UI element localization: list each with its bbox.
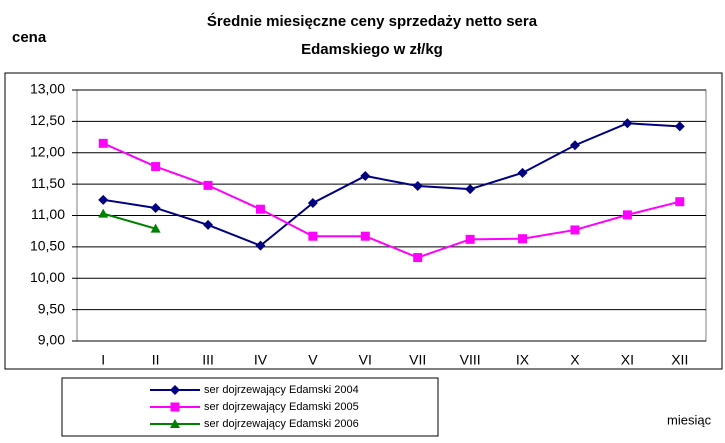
legend-label: ser dojrzewający Edamski 2004	[204, 384, 359, 396]
point	[465, 234, 475, 244]
point	[203, 219, 214, 230]
point	[98, 194, 109, 205]
series-line	[102, 212, 156, 230]
point	[570, 225, 580, 235]
chart-title: Średnie miesięczne ceny sprzedaży netto …	[207, 12, 538, 30]
x-tick-label: VIII	[460, 352, 481, 368]
series-line	[103, 122, 680, 247]
y-axis-label: cena	[12, 29, 47, 46]
y-tick-label: 12,00	[30, 143, 65, 159]
point	[622, 210, 632, 220]
point	[465, 184, 476, 195]
x-tick-label: IX	[516, 352, 530, 368]
chart-frame	[4, 72, 723, 370]
point	[150, 223, 161, 233]
point	[360, 170, 371, 181]
point	[203, 180, 213, 190]
y-tick-label: 13,00	[30, 81, 65, 97]
point	[360, 231, 370, 241]
point	[308, 231, 318, 241]
point	[170, 402, 180, 412]
series-line	[102, 142, 681, 259]
point	[307, 197, 318, 208]
point	[674, 121, 685, 132]
point	[255, 204, 265, 214]
x-tick-label: IV	[254, 352, 268, 368]
point	[170, 419, 180, 428]
point	[255, 240, 266, 251]
point	[98, 138, 108, 148]
x-tick-label: II	[152, 352, 160, 368]
x-tick-label: V	[308, 352, 318, 368]
x-tick-label: VII	[409, 352, 426, 368]
y-tick-label: 9,00	[38, 332, 65, 348]
legend-label: ser dojrzewający Edamski 2005	[204, 401, 359, 413]
y-tick-label: 10,50	[30, 238, 65, 254]
x-tick-label: X	[570, 352, 580, 368]
chart-title: Edamskiego w zł/kg	[301, 41, 443, 58]
point	[98, 208, 109, 218]
x-tick-label: I	[101, 352, 105, 368]
x-axis-label: miesiąc	[667, 412, 712, 427]
point	[413, 253, 423, 263]
y-tick-label: 11,00	[31, 206, 65, 222]
point	[412, 181, 423, 192]
x-tick-label: XII	[671, 352, 688, 368]
x-tick-label: XI	[621, 352, 634, 368]
point	[518, 234, 528, 244]
point	[151, 162, 161, 172]
x-tick-label: VI	[359, 352, 372, 368]
legend-label: ser dojrzewający Edamski 2006	[204, 418, 359, 430]
point	[170, 385, 180, 395]
point	[622, 118, 633, 129]
y-tick-label: 10,00	[30, 269, 65, 285]
legend	[61, 377, 439, 437]
x-tick-label: III	[202, 352, 214, 368]
point	[569, 140, 580, 151]
y-tick-label: 9,50	[38, 300, 65, 316]
y-tick-label: 12,50	[30, 112, 65, 128]
point	[675, 197, 685, 207]
point	[517, 167, 528, 178]
y-tick-label: 11,50	[31, 175, 65, 191]
point	[150, 202, 161, 213]
